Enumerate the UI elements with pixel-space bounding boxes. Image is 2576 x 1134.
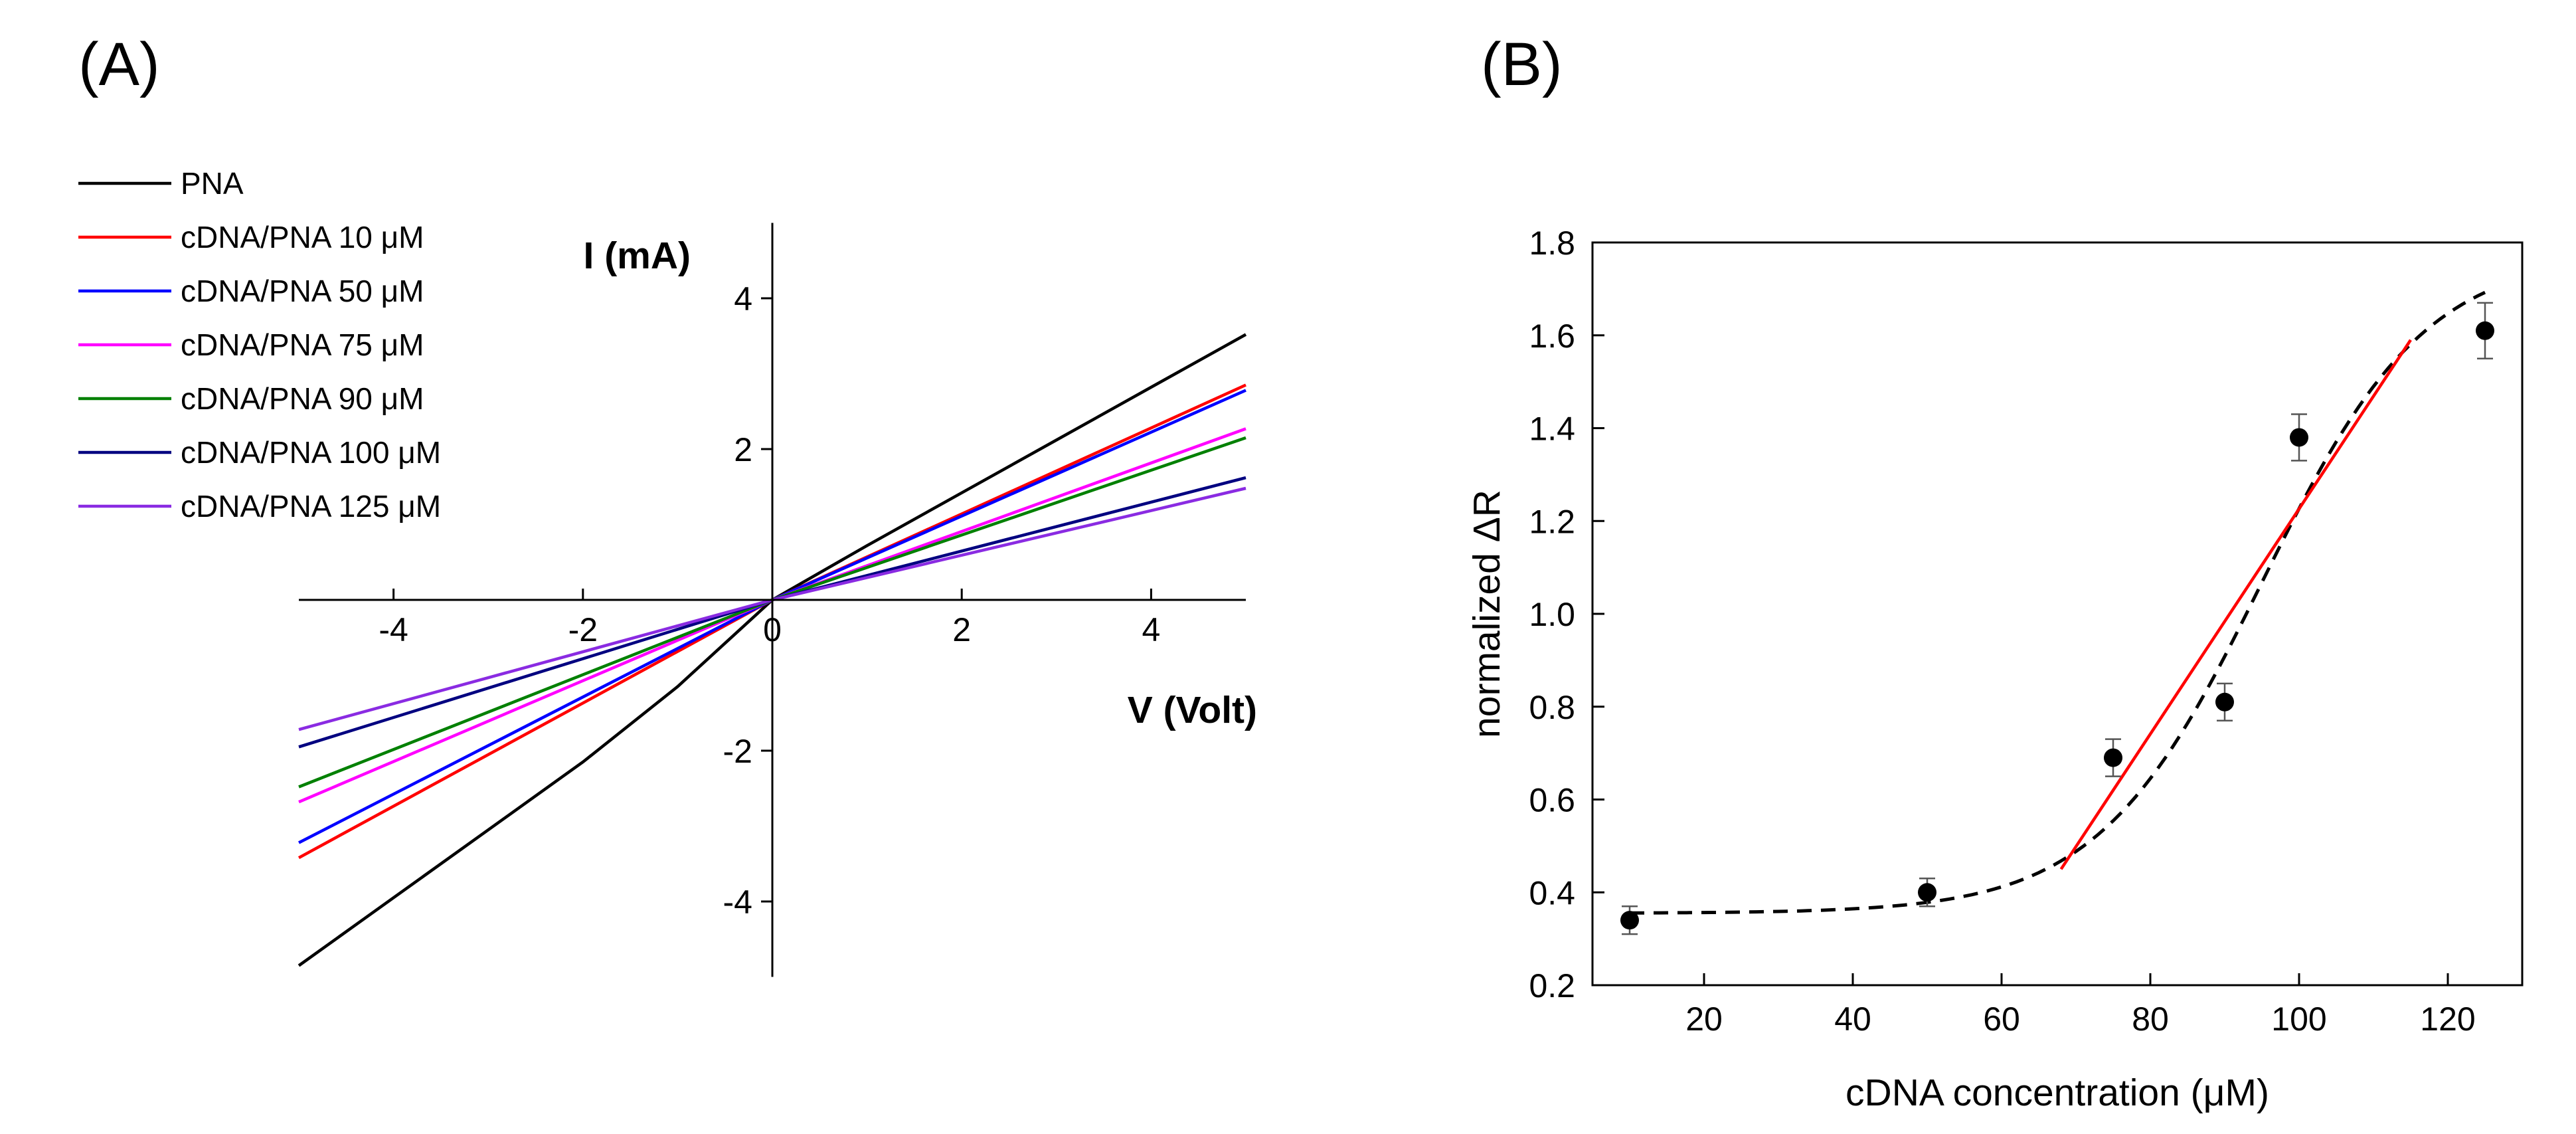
legend-label-3: cDNA/PNA 75 μM	[181, 328, 424, 362]
panel-b-label: (B)	[1481, 31, 1563, 98]
panel-b-y-tick-label: 1.4	[1529, 411, 1575, 448]
panel-b-x-tick-label: 80	[2132, 1000, 2169, 1038]
legend-label-6: cDNA/PNA 125 μM	[181, 489, 441, 523]
panel-a-y-tick-label: -2	[723, 733, 752, 770]
data-point-2	[2104, 748, 2122, 767]
panel-b-y-tick-label: 1.2	[1529, 503, 1575, 540]
panel-a-x-axis-label: V (Volt)	[1128, 689, 1257, 731]
data-point-3	[2215, 692, 2234, 711]
panel-b-y-tick-label: 1.8	[1529, 225, 1575, 262]
legend-label-0: PNA	[181, 166, 244, 201]
panel-a-y-tick-label: 2	[734, 431, 752, 468]
panel-a-y-axis-label: I (mA)	[584, 235, 691, 277]
panel-b-x-tick-label: 20	[1685, 1000, 1723, 1038]
panel-b-x-tick-label: 120	[2420, 1000, 2475, 1038]
panel-b-plot-frame	[1591, 241, 2524, 987]
panel-a-axes: -4 -2 0 2 4 -4 -2 2 4	[299, 223, 1246, 977]
panel-a-label: (A)	[78, 31, 160, 98]
panel-b-points	[1620, 302, 2494, 935]
linear-fit-line	[2059, 339, 2412, 870]
data-point-5	[2476, 321, 2494, 340]
panel-a-chart: (A) PNA cDNA/PNA 10 μM cDNA/PNA 50 μM cDNA/…	[78, 31, 1257, 977]
data-point-1	[1918, 883, 1936, 902]
panel-b-y-axis-label: normalized ΔR	[1466, 490, 1508, 738]
panel-b-y-tick-label: 0.2	[1529, 967, 1575, 1004]
panel-b-y-tick-label: 1.0	[1529, 596, 1575, 633]
panel-b-x-tick-label: 100	[2271, 1000, 2326, 1038]
panel-b-x-axis-label: cDNA concentration (μM)	[1846, 1072, 2269, 1114]
sigmoid-fit-line	[1629, 290, 2486, 915]
panel-a-y-tick-label: 4	[734, 280, 752, 318]
panel-b-y-tick-label: 1.6	[1529, 318, 1575, 355]
panel-b-ticks: 20 40 60 80 100 120 0.2 0.4 0.6 0.8 1.0 1.2 1.4 1.6 1.…	[1529, 225, 2475, 1038]
panel-a-x-tick-label: 0	[763, 611, 782, 648]
panel-b-chart: (B) 20 40 60 80 100 120 0.2 0.4 0.6 0.8 1.0 1.2 1.4 1…	[1466, 31, 2524, 1114]
data-point-4	[2290, 428, 2308, 447]
legend-label-4: cDNA/PNA 90 μM	[181, 381, 424, 416]
panel-b-y-tick-label: 0.6	[1529, 782, 1575, 819]
panel-b-fit-lines	[1629, 290, 2486, 915]
panel-a-x-tick-label: -2	[568, 611, 598, 648]
panel-b-x-tick-label: 40	[1834, 1000, 1871, 1038]
legend-label-5: cDNA/PNA 100 μM	[181, 435, 441, 470]
panel-a-x-tick-label: 2	[952, 611, 971, 648]
panel-b-y-tick-label: 0.8	[1529, 689, 1575, 726]
panel-b-x-tick-label: 60	[1983, 1000, 2020, 1038]
legend-label-2: cDNA/PNA 50 μM	[181, 274, 424, 308]
panel-a-y-tick-label: -4	[723, 884, 752, 921]
panel-a-x-tick-label: 4	[1142, 611, 1160, 648]
panel-b-y-tick-label: 0.4	[1529, 874, 1575, 911]
panel-a-x-tick-label: -4	[379, 611, 408, 648]
legend-label-1: cDNA/PNA 10 μM	[181, 220, 424, 254]
data-point-0	[1620, 911, 1639, 930]
panel-a-legend: PNA cDNA/PNA 10 μM cDNA/PNA 50 μM cDNA/PNA …	[78, 166, 441, 523]
